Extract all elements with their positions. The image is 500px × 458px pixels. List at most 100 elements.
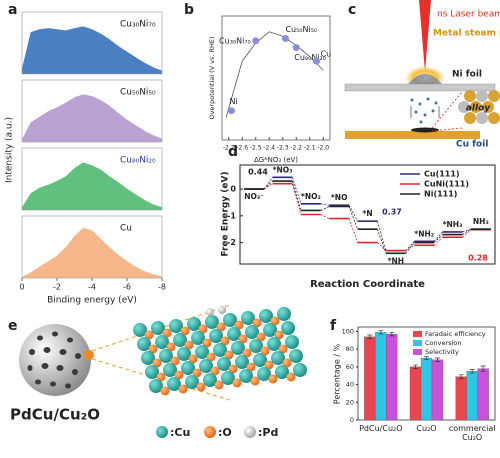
legend-label: Selectivity [425, 348, 459, 356]
connector [263, 177, 273, 190]
connector [405, 244, 415, 251]
atom [277, 307, 291, 321]
y-tick-label: 20 [346, 398, 354, 406]
atom [181, 361, 195, 375]
state-label: NO₃⁻ [244, 192, 264, 201]
x-tick-label: -6 [123, 283, 131, 292]
atom [282, 358, 292, 368]
atom [160, 386, 170, 396]
atom [234, 320, 244, 330]
atom [169, 319, 183, 333]
atom [263, 323, 277, 337]
atom [185, 375, 199, 389]
state-label: *NH₃ [443, 220, 463, 229]
bar [466, 371, 478, 421]
atom [221, 371, 235, 385]
atom [285, 335, 299, 349]
bar [409, 366, 422, 421]
point-label: Cu₃₀Ni₇₀ [219, 36, 251, 45]
atom [173, 333, 187, 347]
y-axis-title: Overpotential (V vs. RHE) [208, 36, 216, 119]
atom [195, 345, 209, 359]
atom [242, 348, 252, 358]
series-label: Cu₈₀Ni₂₀ [120, 156, 156, 166]
panel-label: b [184, 2, 194, 18]
point-label: Cu [321, 50, 332, 59]
atom [227, 327, 241, 341]
x-tick-label: -2.2 [290, 145, 302, 152]
error-bar [389, 331, 395, 337]
y-axis-title: Intensity (a.u.) [5, 117, 15, 183]
atom [159, 349, 173, 363]
area [22, 26, 162, 74]
atom [188, 354, 198, 364]
legend-swatch [156, 426, 168, 438]
connector [405, 242, 415, 254]
connector [292, 180, 302, 211]
frame [221, 15, 331, 141]
connector [348, 218, 358, 243]
annotation: 0.28 [468, 254, 488, 263]
ni-foil [344, 83, 496, 92]
atom [162, 328, 172, 338]
atom [177, 347, 191, 361]
atom [250, 376, 260, 386]
atom [214, 380, 224, 390]
legend-swatch [413, 340, 422, 346]
panel-e-illustration: PdCu/Cu₂O :Cu :O :Pd [10, 304, 307, 439]
lattice [133, 306, 307, 396]
x-axis-title: ΔG*NO₃ (eV) [254, 156, 298, 164]
atom [151, 321, 165, 335]
y-axis-title: Free Energy (eV) [221, 171, 231, 256]
x-tick-label: 0 [19, 283, 24, 292]
atom [170, 356, 180, 366]
point [252, 37, 260, 45]
atom [289, 349, 303, 363]
atom [209, 329, 223, 343]
connector [348, 204, 358, 222]
legend-label: Ni(111) [424, 190, 457, 199]
x-tick-label: -2.4 [263, 145, 275, 152]
state-label: *NO [331, 193, 348, 202]
state-label: *NH [388, 256, 404, 265]
area [22, 162, 162, 210]
y-tick-label: 40 [346, 381, 354, 389]
atom [267, 337, 281, 351]
atom [216, 322, 226, 332]
atom [274, 330, 284, 340]
state-label: *NO₃ [273, 165, 293, 174]
bar [386, 333, 398, 421]
connector [320, 206, 330, 211]
x-tick-label: -2.7 [223, 145, 235, 152]
atom [232, 378, 242, 388]
legend-label: Conversion [425, 339, 461, 347]
connector [462, 228, 472, 235]
atom [223, 313, 237, 327]
x-tick-label: -2.1 [304, 145, 316, 152]
atom [167, 377, 181, 391]
atom [137, 337, 151, 351]
atom [268, 374, 278, 384]
pores [27, 331, 81, 389]
error-bar [480, 365, 486, 372]
connector [348, 206, 358, 230]
connector [377, 221, 387, 251]
y-tick-label: 60 [346, 363, 354, 371]
atom [239, 369, 253, 383]
atom [217, 357, 231, 371]
atom [286, 372, 296, 382]
connector [433, 234, 443, 243]
connector [292, 183, 302, 215]
series-label: Cu [120, 224, 132, 234]
bar [364, 336, 376, 421]
x-tick-label: -2.0 [317, 145, 329, 152]
atom [144, 330, 154, 340]
connector [377, 242, 387, 251]
atom [180, 326, 190, 336]
x-tick-label: PdCu/Cu₂O [359, 424, 403, 433]
bar [375, 332, 387, 421]
zoom-lines [431, 91, 463, 132]
area [22, 227, 162, 278]
atom [206, 352, 216, 362]
x-tick-label: -8 [158, 283, 166, 292]
